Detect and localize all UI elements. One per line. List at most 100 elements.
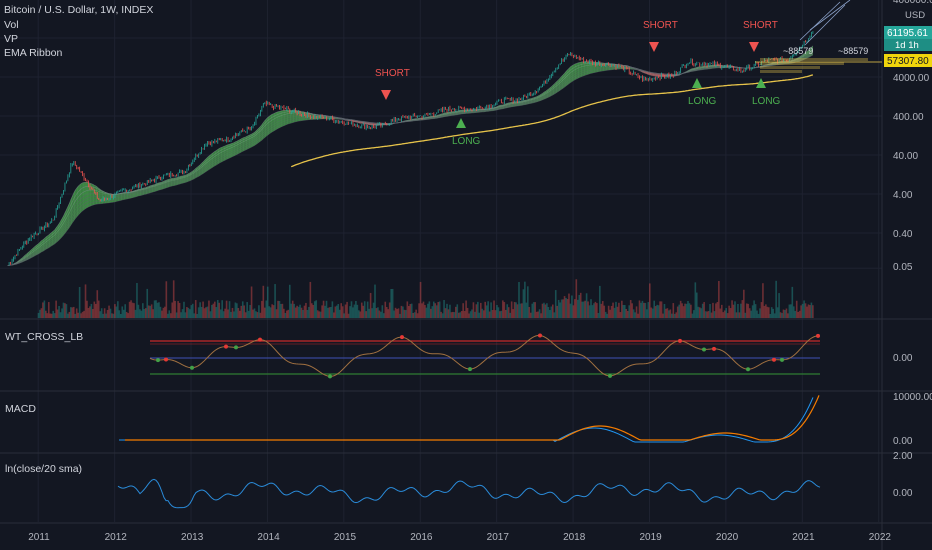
volume-bar bbox=[447, 309, 450, 318]
volume-bar bbox=[432, 301, 435, 318]
volume-bar bbox=[409, 304, 412, 318]
volume-bar bbox=[403, 309, 406, 318]
volume-bar bbox=[544, 304, 547, 318]
volume-bar bbox=[701, 303, 704, 318]
ln-tick-label: 0.00 bbox=[893, 488, 913, 499]
volume-bar bbox=[691, 313, 694, 318]
volume-bar bbox=[241, 301, 244, 318]
volume-bar bbox=[117, 301, 119, 318]
volume-bar bbox=[378, 310, 381, 318]
last-price-badge bbox=[884, 26, 932, 39]
volume-bar bbox=[334, 306, 337, 318]
volume-bar bbox=[137, 304, 140, 318]
overlay-vol-label[interactable]: Vol bbox=[4, 19, 19, 31]
volume-bar bbox=[647, 302, 650, 318]
volume-bar bbox=[524, 281, 526, 318]
volume-bar bbox=[65, 304, 68, 318]
volume-bar bbox=[512, 309, 514, 318]
volume-bar bbox=[688, 303, 691, 318]
volume-bar bbox=[283, 308, 285, 318]
wt-cross-dot bbox=[234, 345, 238, 350]
ribbon-segment bbox=[253, 132, 255, 147]
volume-bar bbox=[246, 302, 248, 318]
volume-bar bbox=[759, 308, 761, 318]
volume-bar bbox=[703, 302, 705, 318]
wt-cross-dot bbox=[258, 337, 262, 342]
volume-bar bbox=[164, 306, 166, 318]
volume-bar bbox=[284, 312, 287, 318]
ribbon-line bbox=[7, 45, 814, 266]
volume-bar bbox=[256, 312, 259, 318]
volume-bar bbox=[172, 280, 175, 318]
volume-bar bbox=[186, 306, 188, 318]
volume-bar bbox=[790, 304, 792, 318]
volume-bar bbox=[738, 312, 741, 318]
time-tick-label: 2017 bbox=[487, 532, 510, 543]
vp-value-label: ~88579 bbox=[838, 46, 868, 56]
volume-bar bbox=[791, 286, 794, 318]
volume-bar bbox=[313, 301, 316, 318]
volume-bar bbox=[288, 284, 291, 318]
volume-bar bbox=[56, 309, 59, 318]
volume-bar bbox=[632, 309, 635, 318]
volume-bar bbox=[572, 305, 575, 318]
volume-bar bbox=[807, 304, 810, 318]
volume-bar bbox=[305, 302, 307, 318]
macd-tick-label: 0.00 bbox=[893, 436, 913, 447]
volume-bar bbox=[654, 306, 657, 318]
volume-bar bbox=[231, 307, 234, 318]
volume-bar bbox=[452, 311, 454, 318]
volume-bar bbox=[275, 309, 278, 318]
ribbon-segment bbox=[279, 110, 281, 128]
volume-bar bbox=[466, 307, 469, 318]
overlay-vp-label[interactable]: VP bbox=[4, 33, 19, 45]
price-tick-label: 40.00 bbox=[893, 151, 918, 162]
volume-bar bbox=[538, 309, 541, 318]
volume-bar bbox=[812, 305, 814, 318]
volume-bar bbox=[565, 297, 567, 318]
volume-bar bbox=[184, 312, 187, 318]
short-signal-label: SHORT bbox=[743, 20, 778, 31]
volume-bar bbox=[459, 312, 462, 318]
volume-bar bbox=[690, 304, 692, 318]
volume-bar bbox=[743, 289, 745, 318]
volume-bar bbox=[40, 308, 43, 318]
overlay-ema-ribbon-label[interactable]: EMA Ribbon bbox=[4, 47, 63, 59]
ln-pane: ln(close/20 sma) 2.00 0.00 bbox=[5, 451, 913, 509]
volume-bar bbox=[109, 308, 112, 318]
price-tick-label: 400.00 bbox=[893, 112, 924, 123]
price-tick-label: 400000.00 bbox=[893, 0, 932, 6]
ribbon-segment bbox=[244, 136, 246, 151]
volume-bar bbox=[494, 310, 497, 318]
volume-bar bbox=[337, 303, 340, 318]
volume-bar bbox=[609, 309, 611, 318]
time-tick-label: 2013 bbox=[181, 532, 204, 543]
volume-bar bbox=[624, 305, 626, 318]
volume-bar bbox=[167, 313, 169, 318]
volume-bar bbox=[684, 303, 686, 318]
volume-bar bbox=[477, 301, 479, 318]
volume-bar bbox=[350, 301, 353, 318]
volume-bar bbox=[177, 301, 179, 318]
volume-bar bbox=[757, 313, 760, 318]
wt-cross-dot bbox=[608, 373, 612, 378]
volume-bar bbox=[225, 300, 228, 318]
volume-bar bbox=[297, 306, 300, 318]
volume-bar bbox=[53, 313, 56, 318]
volume-bar bbox=[566, 299, 569, 318]
volume-bar bbox=[728, 305, 730, 318]
volume-bar bbox=[169, 313, 172, 318]
volume-bar bbox=[239, 310, 241, 318]
volume-bar bbox=[100, 308, 103, 318]
volume-bar bbox=[171, 302, 174, 318]
volume-bar bbox=[47, 302, 50, 318]
volume-bar bbox=[159, 306, 162, 318]
price-tick-label: 4000.00 bbox=[893, 73, 930, 84]
volume-bar bbox=[355, 300, 357, 318]
volume-bar bbox=[500, 310, 503, 318]
volume-bar bbox=[487, 301, 489, 318]
volume-bar bbox=[616, 306, 619, 318]
volume-bar bbox=[102, 313, 104, 318]
volume-bar bbox=[625, 308, 628, 318]
